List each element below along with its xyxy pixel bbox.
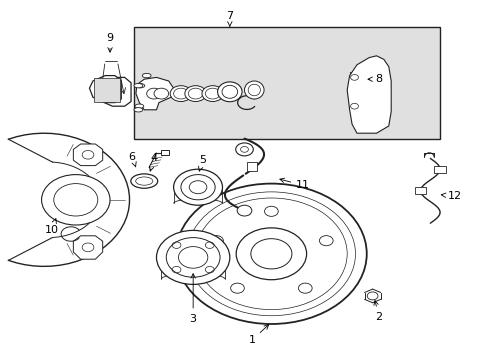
Bar xyxy=(246,162,256,171)
Circle shape xyxy=(41,175,110,225)
Circle shape xyxy=(202,86,223,102)
Text: 10: 10 xyxy=(44,219,58,235)
Circle shape xyxy=(154,88,168,99)
Text: 7: 7 xyxy=(226,11,233,27)
Polygon shape xyxy=(136,77,173,110)
Ellipse shape xyxy=(136,84,144,88)
Bar xyxy=(94,78,120,102)
Text: 1: 1 xyxy=(248,325,268,345)
Polygon shape xyxy=(73,236,102,259)
Text: 2: 2 xyxy=(373,301,382,322)
Ellipse shape xyxy=(134,108,142,112)
Text: 11: 11 xyxy=(279,178,309,190)
Bar xyxy=(414,187,426,194)
Bar xyxy=(134,27,439,139)
Text: 8: 8 xyxy=(367,74,382,84)
Polygon shape xyxy=(349,72,359,83)
Text: 6: 6 xyxy=(128,152,136,167)
Polygon shape xyxy=(73,144,102,166)
Polygon shape xyxy=(349,101,359,112)
Ellipse shape xyxy=(142,73,151,78)
Circle shape xyxy=(237,205,251,216)
Ellipse shape xyxy=(217,82,242,102)
Polygon shape xyxy=(89,76,121,103)
Circle shape xyxy=(146,88,161,99)
Circle shape xyxy=(170,86,191,102)
Circle shape xyxy=(184,86,206,102)
Text: 12: 12 xyxy=(441,191,461,201)
Circle shape xyxy=(156,230,229,284)
Text: 3: 3 xyxy=(189,274,196,324)
Ellipse shape xyxy=(135,104,143,108)
Text: 4: 4 xyxy=(149,153,157,171)
Text: 9: 9 xyxy=(106,33,113,52)
Circle shape xyxy=(173,169,222,205)
Circle shape xyxy=(235,143,253,156)
Bar xyxy=(433,166,445,173)
Polygon shape xyxy=(97,77,131,106)
Text: 5: 5 xyxy=(198,155,206,171)
Ellipse shape xyxy=(244,81,264,99)
Polygon shape xyxy=(346,56,390,133)
Ellipse shape xyxy=(134,84,142,88)
